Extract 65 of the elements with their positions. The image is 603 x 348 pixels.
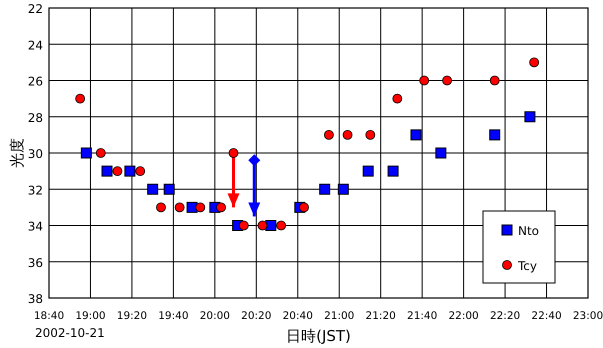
x-tick-label: 23:00 [572, 310, 603, 322]
point [216, 202, 226, 212]
legend-label: Tcy [517, 259, 537, 273]
x-tick-label: 19:20 [116, 310, 148, 322]
point [419, 76, 430, 86]
point [156, 202, 166, 212]
point [248, 154, 260, 166]
x-tick-label: 20:20 [241, 310, 272, 322]
x-tick-label: 19:40 [158, 310, 189, 322]
point [80, 148, 92, 158]
x-tick-label: 18:40 [34, 310, 64, 322]
y-tick-label: 22 [28, 2, 43, 16]
legend-label: Nto [518, 224, 540, 238]
y-tick-label: 36 [28, 256, 43, 270]
point [102, 166, 112, 177]
point [442, 76, 452, 86]
point [186, 202, 198, 213]
point [362, 166, 374, 177]
point [529, 57, 540, 68]
point [410, 129, 422, 140]
point [342, 130, 352, 140]
point [392, 94, 402, 104]
point [75, 94, 86, 104]
point [489, 129, 500, 140]
point [164, 184, 175, 195]
point [299, 202, 309, 212]
y-tick-label: 28 [28, 110, 43, 125]
y-axis-title: 光度 [8, 138, 26, 168]
x-tick-label: 22:40 [531, 310, 562, 322]
point [124, 166, 136, 177]
point [96, 148, 106, 158]
x-tick-label: 22:20 [490, 310, 520, 322]
point [324, 130, 334, 140]
point [365, 130, 376, 140]
point [524, 111, 536, 122]
x-tick-label: 21:40 [407, 310, 438, 322]
point [319, 184, 330, 195]
point [490, 76, 500, 86]
x-tick-label: 21:20 [366, 310, 396, 322]
y-tick-label: 38 [28, 292, 43, 306]
y-tick-label: 30 [28, 147, 43, 161]
x-tick-label: 20:40 [282, 310, 313, 322]
point [174, 202, 185, 212]
point [276, 220, 286, 230]
x-tick-label: 20:00 [200, 310, 230, 322]
y-tick-label: 26 [28, 74, 43, 88]
point [195, 202, 206, 212]
x-tick-label: 22:00 [448, 310, 479, 322]
point [435, 148, 446, 158]
point [147, 184, 158, 195]
point [238, 220, 249, 230]
point [388, 166, 399, 177]
y-tick-label: 32 [28, 183, 43, 198]
point [258, 220, 268, 230]
y-tick-label: 34 [28, 220, 43, 234]
y-tick-label: 24 [28, 38, 43, 52]
point [135, 166, 146, 176]
x-tick-label: 19:00 [75, 310, 106, 322]
x-tick-label: 21:00 [324, 310, 354, 322]
x-axis-title: 日時(JST) [286, 327, 351, 345]
point [112, 166, 122, 176]
point [338, 184, 349, 195]
point [228, 148, 238, 158]
point [265, 220, 276, 231]
text: 2002-10-21 [35, 326, 105, 340]
